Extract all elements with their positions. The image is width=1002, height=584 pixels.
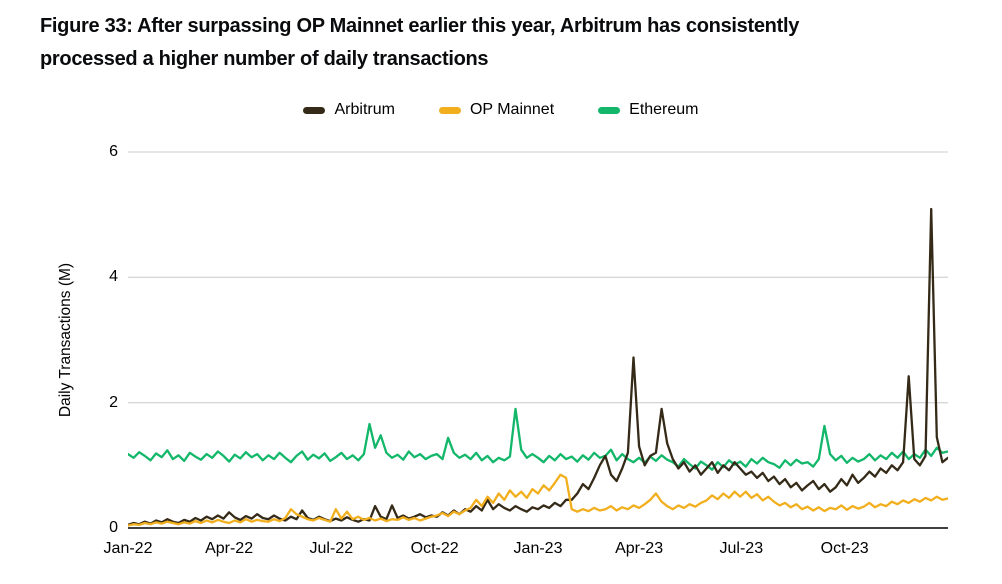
figure-title-line1: Figure 33: After surpassing OP Mainnet e…: [40, 15, 800, 37]
x-tick-label: Apr-22: [205, 540, 254, 557]
chart-legend: Arbitrum OP Mainnet Ethereum: [0, 101, 1002, 119]
legend-item-ethereum: Ethereum: [598, 101, 699, 119]
series-line-arbitrum: [128, 207, 948, 527]
legend-swatch-icon: [598, 106, 621, 114]
x-tick-label: Jan-22: [103, 540, 153, 557]
legend-item-arbitrum: Arbitrum: [303, 101, 395, 119]
legend-label: OP Mainnet: [469, 101, 555, 118]
y-tick-label: 4: [109, 268, 118, 286]
y-tick-label: 6: [109, 143, 118, 160]
figure-title-line2: processed a higher number of daily trans…: [40, 48, 489, 70]
y-axis-title: Daily Transactions (M): [57, 262, 74, 418]
legend-swatch-icon: [303, 106, 326, 114]
figure-title: Figure 33: After surpassing OP Mainnet e…: [40, 10, 970, 76]
x-tick-label: Oct-22: [410, 540, 459, 557]
series-line-op-mainnet: [128, 473, 948, 527]
x-tick-label: Jul-22: [309, 540, 354, 557]
legend-label: Ethereum: [629, 101, 699, 118]
x-tick-label: Oct-23: [820, 540, 869, 557]
legend-item-op-mainnet: OP Mainnet: [438, 101, 555, 119]
x-tick-label: Jul-23: [719, 540, 764, 557]
legend-swatch-icon: [438, 106, 461, 114]
line-chart: [128, 151, 948, 529]
series-line-ethereum: [128, 407, 948, 471]
y-tick-label: 0: [109, 519, 118, 536]
y-tick-label: 2: [109, 393, 118, 411]
x-tick-label: Jan-23: [513, 540, 563, 557]
x-tick-label: Apr-23: [615, 540, 664, 557]
legend-label: Arbitrum: [334, 101, 395, 118]
